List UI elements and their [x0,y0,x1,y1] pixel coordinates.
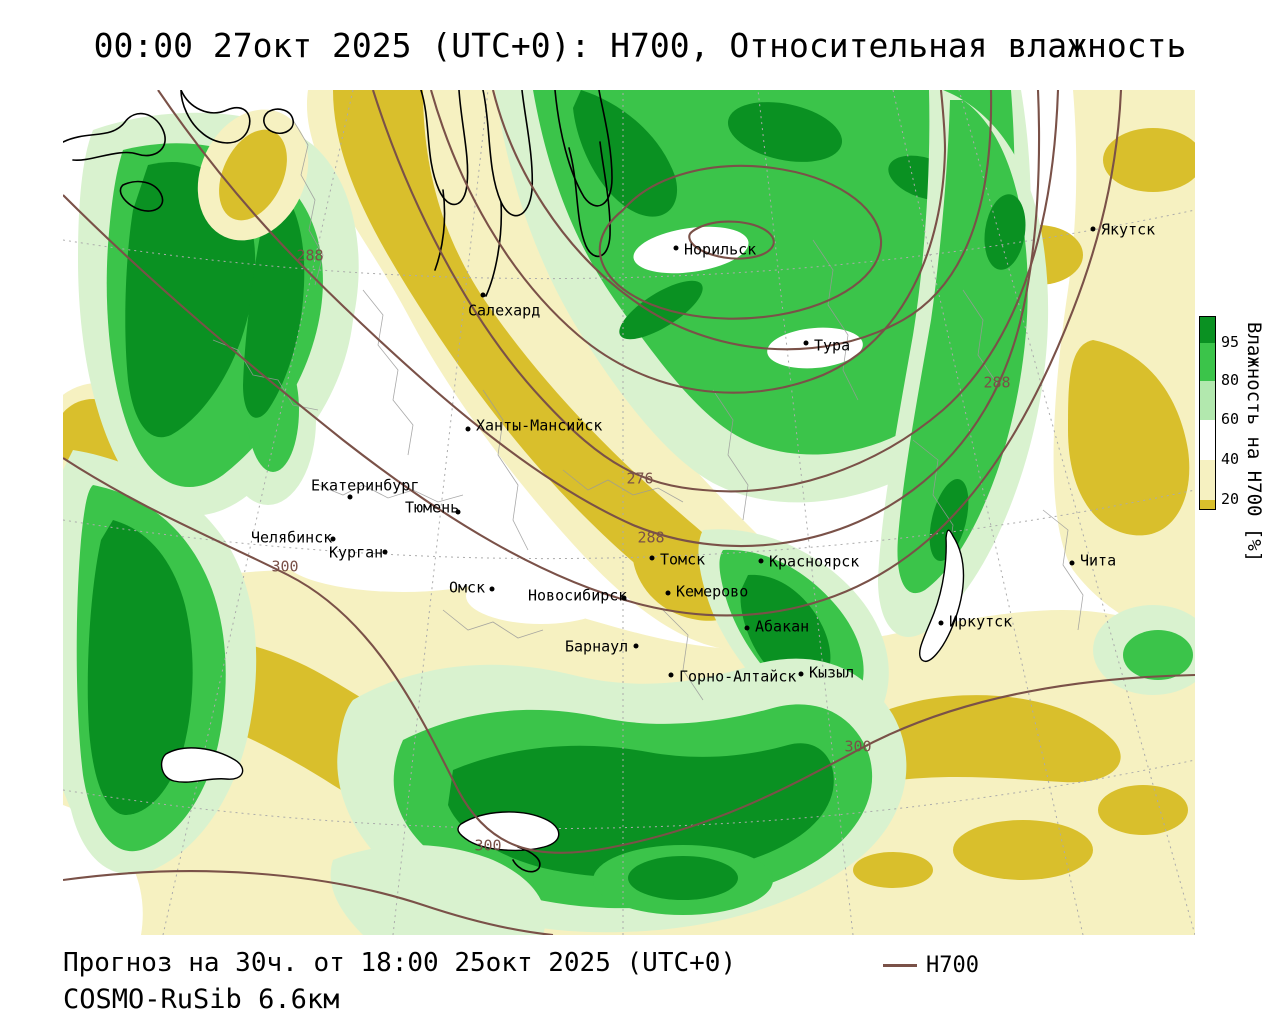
coastline-layer [63,90,965,873]
city-dot [1090,226,1096,232]
lake-south [457,811,560,852]
h700-legend-line [883,964,917,967]
city-label: Салехард [468,301,541,320]
city-dot [489,586,495,592]
iso-label-layer: 288 276 288 300 288 300 300 [63,90,1195,935]
city-label: Чита [1080,551,1117,570]
city-dot [1069,560,1075,566]
city-dot [633,643,639,649]
city-label: Норильск [684,240,757,259]
city-label: Тюмень [405,498,460,517]
city-dot [665,590,671,596]
city-label: Омск [449,578,486,597]
city-dot [347,494,353,500]
colorbar-segment [1200,420,1215,460]
city-label: Кемерово [676,582,749,601]
forecast-line: Прогноз на 30ч. от 18:00 25окт 2025 (UTC… [63,948,737,978]
city-dot [673,245,679,251]
isoline-value-label: 288 [983,373,1011,392]
city-layer: Якутск Норильск Салехард Тура Ханты-Мансийск… [63,90,1195,935]
weather-map: 288 276 288 300 288 300 300 Якутск Норильск Сале… [63,90,1195,935]
colorbar-ticks: 95 80 60 40 20 [1221,316,1261,508]
h700-legend-label: H700 [926,953,979,978]
colorbar-segment [1200,317,1215,343]
colorbar-axis-label: Влажность на H700 [%] [1243,322,1265,563]
city-dot [938,620,944,626]
admin-borders-layer [212,119,1084,701]
lake-balkhash [160,747,244,783]
isoline-value-label: 300 [844,737,872,756]
graticule-layer [63,90,1195,935]
city-label: Екатеринбург [311,476,420,495]
city-label: Барнаул [565,637,629,656]
city-label: Томск [660,550,706,569]
city-label: Тура [814,336,851,355]
city-dot [803,340,809,346]
isoline-value-label: 300 [474,836,502,855]
city-dot [455,509,461,515]
city-dot [465,426,471,432]
city-dot [382,549,388,555]
city-dot [621,595,627,601]
isoline-layer [63,90,1195,935]
city-dot [744,625,750,631]
colorbar-segment [1200,460,1215,500]
city-label: Иркутск [949,612,1013,631]
city-label: Челябинск [251,528,333,547]
model-line: COSMO-RuSib 6.6км [63,984,340,1015]
city-label: Курган [329,543,384,562]
city-dot [649,555,655,561]
city-label: Красноярск [769,552,860,571]
colorbar-segment [1200,500,1215,509]
city-dot [330,536,336,542]
city-label: Горно-Алтайск [679,667,797,686]
city-label: Абакан [755,617,810,636]
isoline-value-label: 276 [626,469,654,488]
colorbar [1199,316,1216,510]
city-dot [480,292,486,298]
h700-legend: H700 [883,953,979,978]
city-label: Кызыл [809,663,855,682]
map-title: 00:00 27окт 2025 (UTC+0): H700, Относите… [93,26,1187,65]
isoline-value-label: 288 [296,246,324,265]
isoline-value-label: 288 [637,528,665,547]
city-label: Ханты-Мансийск [476,416,603,435]
colorbar-segment [1200,343,1215,381]
colorbar-tick: 40 [1221,450,1240,468]
city-dot [758,558,764,564]
map-canvas [63,90,1195,935]
city-dot [798,671,804,677]
city-label: Якутск [1101,220,1156,239]
city-label: Новосибирск [528,586,628,605]
lake-baikal [918,529,965,662]
colorbar-segment [1200,381,1215,420]
colorbar-tick: 80 [1221,371,1240,389]
isoline-value-label: 300 [271,557,299,576]
colorbar-tick: 95 [1221,333,1240,351]
city-dot [668,672,674,678]
colorbar-tick: 20 [1221,490,1240,508]
colorbar-tick: 60 [1221,410,1240,428]
